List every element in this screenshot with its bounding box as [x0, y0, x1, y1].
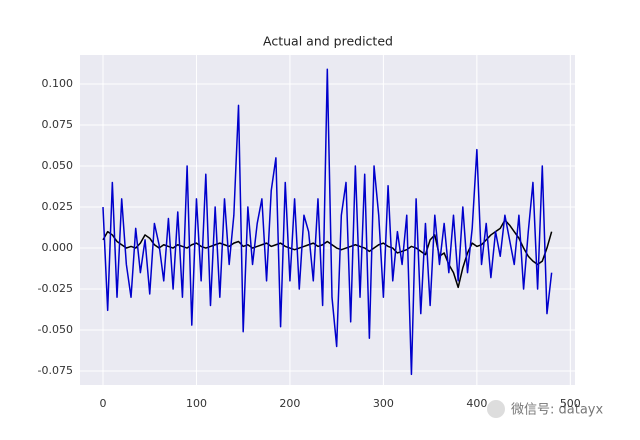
- watermark-icon: [487, 400, 505, 418]
- y-tick-label: 0.050: [42, 159, 74, 172]
- series-line: [102, 68, 553, 376]
- y-tick-label: 0.025: [42, 200, 74, 213]
- x-tick-label: 400: [466, 397, 487, 410]
- y-tick-label: 0.100: [42, 77, 74, 90]
- x-tick-label: 0: [99, 397, 106, 410]
- x-tick-label: 500: [560, 397, 581, 410]
- y-tick-label: -0.050: [38, 323, 73, 336]
- x-tick-label: 100: [186, 397, 207, 410]
- x-tick-label: 300: [373, 397, 394, 410]
- y-tick-label: -0.025: [38, 282, 73, 295]
- y-tick-label: 0.075: [42, 118, 74, 131]
- chart-title: Actual and predicted: [263, 34, 393, 49]
- series-line: [102, 219, 553, 289]
- watermark: 微信号: datayx: [511, 403, 603, 418]
- x-tick-label: 200: [279, 397, 300, 410]
- y-tick-label: 0.000: [42, 241, 74, 254]
- y-tick-label: -0.075: [38, 364, 73, 377]
